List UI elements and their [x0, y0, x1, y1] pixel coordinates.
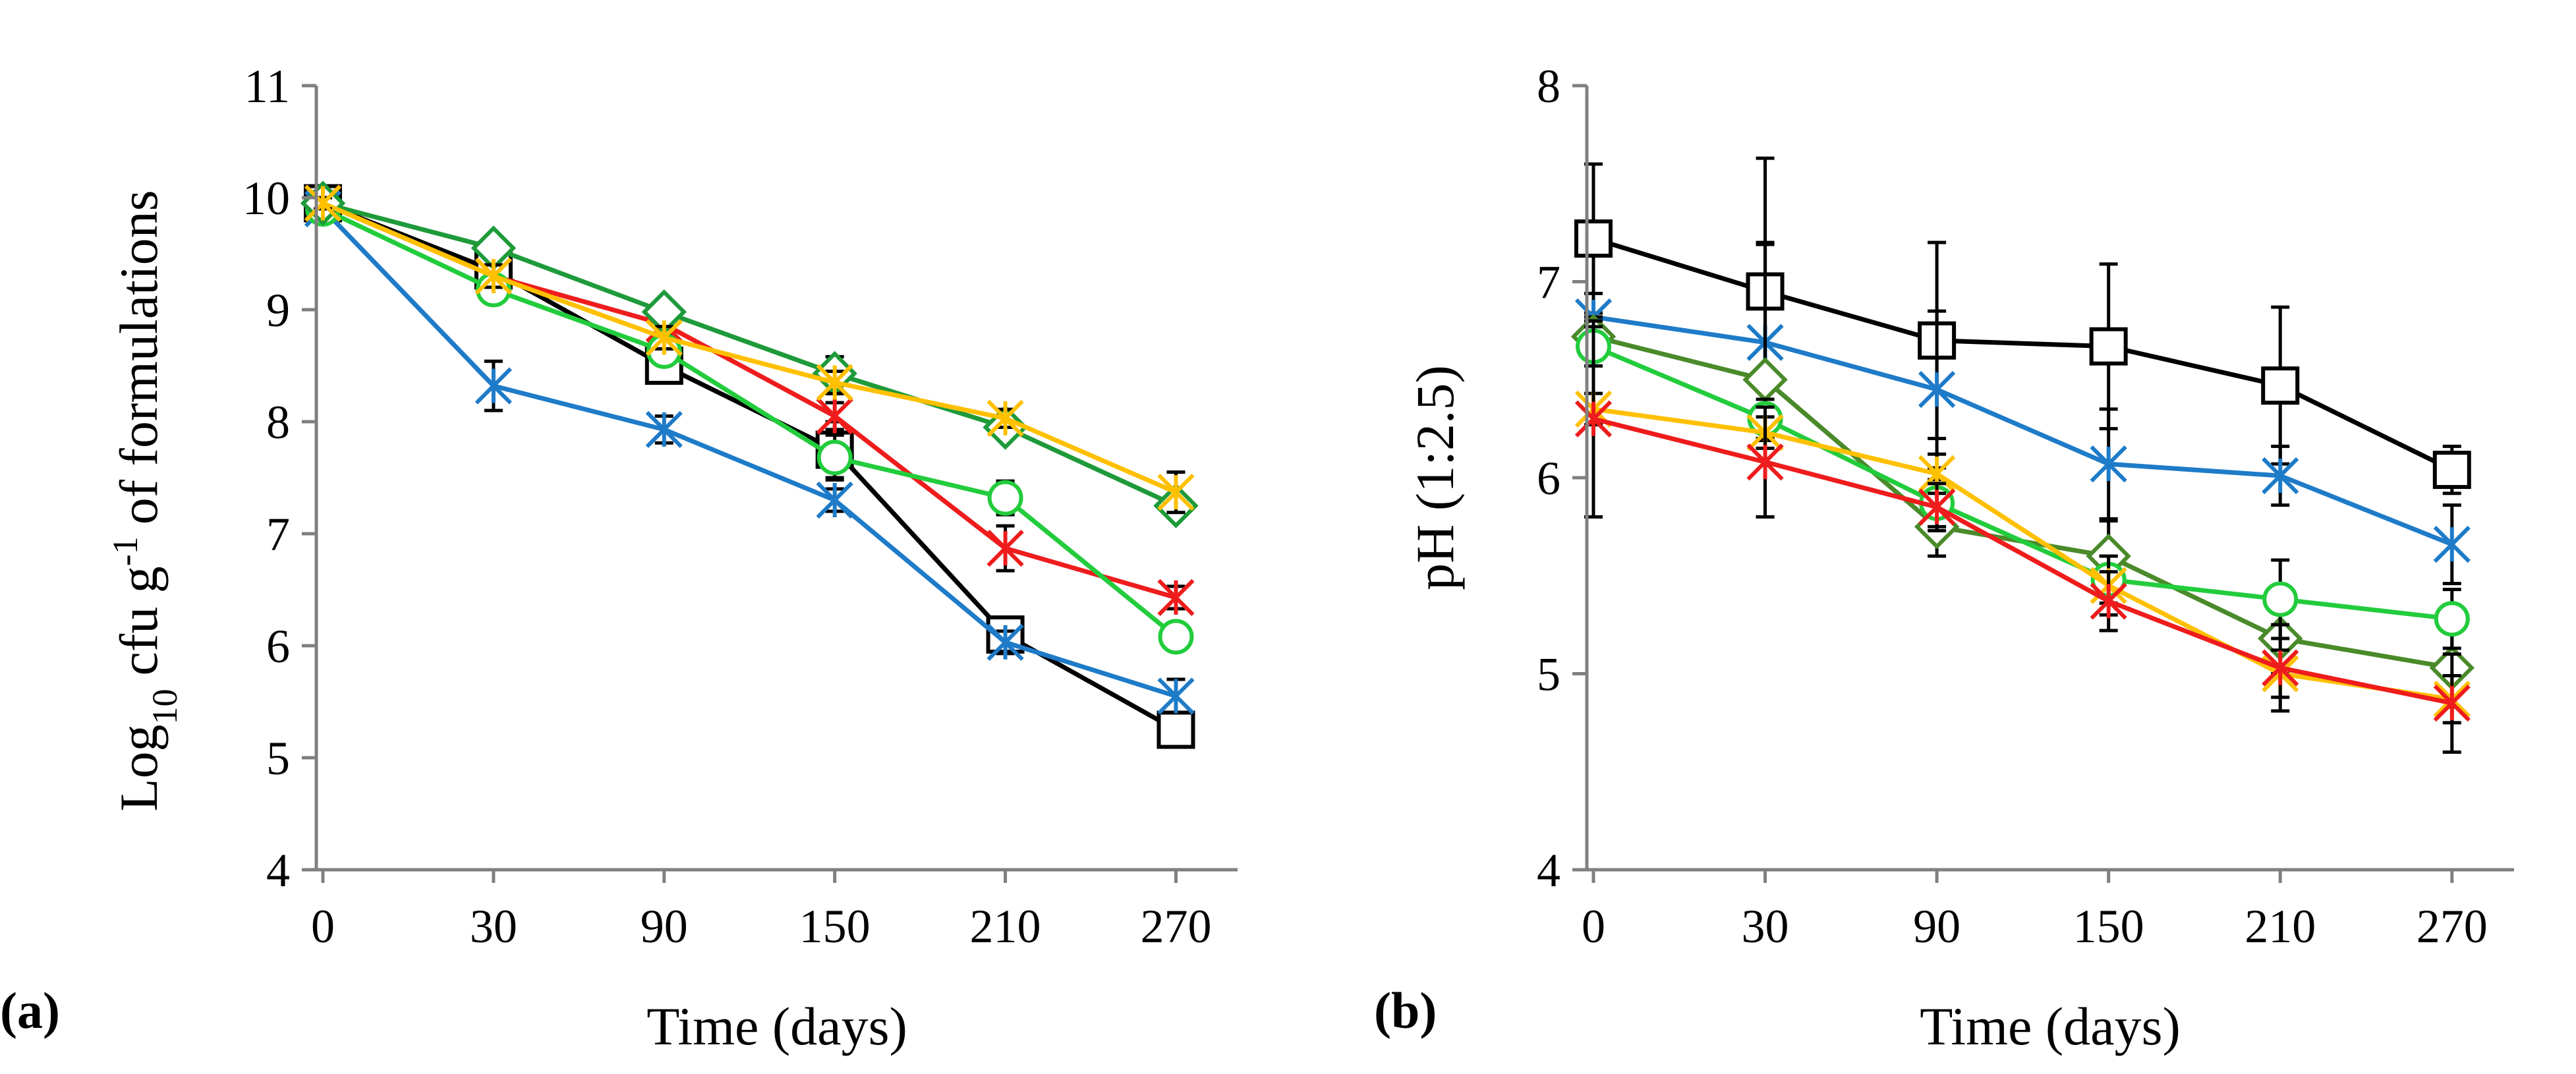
data-point-blue-star	[474, 367, 513, 405]
y-tick-label: 9	[266, 284, 290, 337]
series-lime-circle	[305, 191, 1194, 655]
data-point-lime-circle	[816, 439, 853, 476]
series-line-olive-diamond	[1593, 334, 2453, 671]
x-tick-label: 0	[311, 900, 335, 953]
series-black-square	[1574, 156, 2471, 495]
series-line-yellow-star	[1593, 407, 2453, 702]
data-point-yellow-star	[304, 184, 342, 222]
y-tick-label: 5	[266, 732, 290, 785]
x-tick-label: 150	[799, 900, 871, 953]
x-tick-label: 30	[1742, 900, 1789, 953]
series-line-lime-circle	[1592, 344, 2453, 621]
data-point-black-square	[1157, 710, 1195, 749]
data-point-red-star	[816, 397, 853, 435]
y-tick-label: 7	[1537, 256, 1560, 309]
panel-b-series-layer	[1570, 156, 2475, 754]
data-point-red-star	[987, 529, 1024, 567]
data-point-blue-star	[816, 481, 853, 519]
panel-a-series-layer	[300, 181, 1199, 749]
data-point-red-star	[1918, 488, 1956, 526]
series-line-lime-circle	[322, 206, 1178, 639]
data-point-red-star	[2433, 685, 2471, 722]
series-red-star	[1574, 319, 2471, 754]
data-point-lime-circle	[987, 480, 1023, 516]
data-point-blue-star	[2433, 526, 2471, 563]
x-tick-label: 150	[2073, 900, 2144, 953]
data-point-yellow-star	[816, 364, 853, 401]
series-line-blue-star	[1593, 314, 2453, 547]
panel-b-x-ticks: 0 30 90 150 210 270	[1582, 870, 2488, 953]
x-tick-label: 0	[1582, 900, 1605, 953]
x-tick-label: 90	[641, 900, 688, 953]
panel-b-label: (b)	[1374, 982, 1437, 1039]
data-point-red-star	[2090, 582, 2127, 620]
data-point-blue-star	[645, 410, 683, 449]
panel-b-y-axis-label: pH (1:2.5)	[1405, 365, 1465, 590]
data-point-lime-circle	[2262, 581, 2299, 617]
y-tick-label: 8	[1537, 60, 1560, 113]
x-tick-label: 30	[470, 900, 517, 953]
series-olive-diamond	[1570, 240, 2475, 709]
panel-a-y-axis-label: Log10cfu g-1of formulations	[105, 190, 185, 811]
series-line-green-diamond	[322, 201, 1177, 508]
panel-a-x-ticks: 0 30 90 150 210 270	[311, 870, 1211, 953]
data-point-yellow-star	[987, 399, 1024, 438]
series-green-diamond	[300, 181, 1199, 528]
data-point-black-square	[2432, 451, 2471, 490]
series-lime-circle	[1576, 325, 2470, 650]
data-point-lime-circle	[1158, 619, 1194, 655]
y-tick-label: 10	[243, 172, 290, 225]
data-point-blue-star	[2262, 457, 2299, 495]
data-point-blue-star	[1918, 371, 1956, 409]
data-point-red-star	[1574, 400, 1613, 438]
data-point-blue-star	[1157, 677, 1195, 715]
data-point-yellow-star	[645, 319, 683, 356]
series-line-red-star	[1593, 416, 2453, 706]
x-tick-label: 270	[1140, 900, 1211, 953]
x-tick-label: 210	[2245, 900, 2316, 953]
data-point-yellow-star	[474, 257, 513, 295]
y-tick-label: 7	[266, 508, 290, 561]
panel-b-chart: 4 5 6 7 8 0 30 90 150 210 270 Time (days) pH (1:2…	[1374, 60, 2514, 1056]
data-point-red-star	[1746, 443, 1784, 481]
series-line-black-square	[1592, 236, 2453, 472]
x-tick-label: 270	[2417, 900, 2488, 953]
panel-b-x-axis-label: Time (days)	[1920, 996, 2181, 1056]
panel-b-y-ticks: 4 5 6 7 8	[1537, 60, 1587, 897]
series-yellow-star	[304, 184, 1195, 515]
data-point-blue-star	[2090, 445, 2127, 483]
y-tick-label: 4	[266, 844, 290, 897]
series-line-blue-star	[321, 207, 1177, 698]
y-tick-label: 6	[266, 620, 290, 673]
series-yellow-star	[1574, 390, 2471, 725]
data-point-black-square	[2261, 366, 2300, 405]
y-tick-label: 6	[1537, 452, 1560, 505]
y-tick-label: 8	[266, 396, 290, 449]
data-point-red-star	[1157, 579, 1195, 617]
panel-a-y-ticks: 4 5 6 7 8 9 10 11	[243, 60, 316, 897]
x-tick-label: 90	[1913, 900, 1961, 953]
series-line-red-star	[322, 201, 1177, 600]
data-point-black-square	[2089, 327, 2128, 366]
panel-a-x-axis-label: Time (days)	[646, 996, 907, 1056]
data-point-yellow-star	[1157, 473, 1195, 511]
series-line-yellow-star	[322, 201, 1177, 495]
series-blue-star	[304, 190, 1195, 715]
data-point-blue-star	[987, 623, 1024, 662]
data-point-lime-circle	[2434, 601, 2470, 637]
panel-a-label: (a)	[0, 982, 60, 1039]
data-point-black-square	[1574, 219, 1613, 258]
panel-a-chart: 4 5 6 7 8 9 10 11 0 30 90 150 210 270 Time (days) Lo…	[0, 60, 1238, 1056]
y-tick-label: 5	[1537, 648, 1560, 701]
y-tick-label: 4	[1537, 844, 1560, 897]
y-tick-label: 11	[244, 60, 290, 113]
x-tick-label: 210	[970, 900, 1041, 953]
data-point-red-star	[2262, 649, 2299, 687]
